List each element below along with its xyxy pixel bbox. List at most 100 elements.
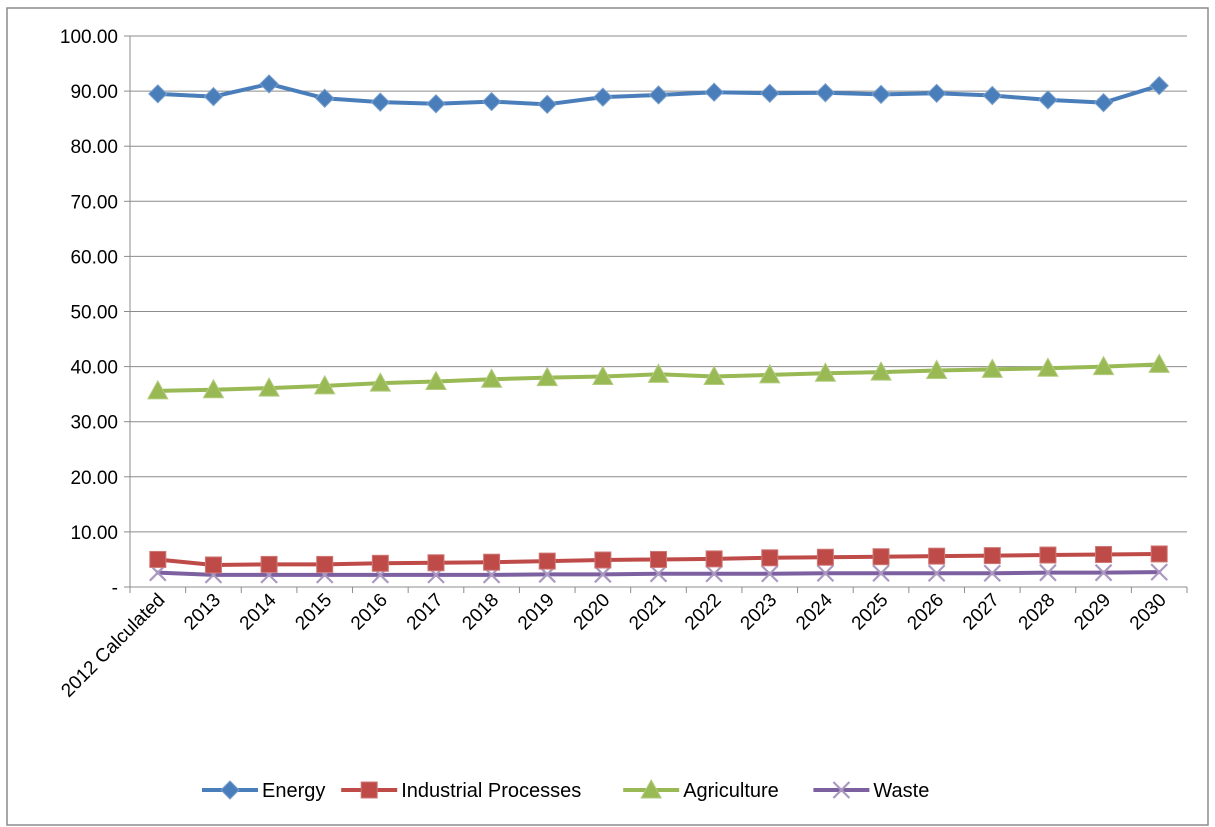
- y-tick-label: 60.00: [70, 247, 118, 268]
- data-point-industrial-processes: [1095, 545, 1113, 563]
- marker-stroke: [983, 564, 1002, 583]
- data-point-agriculture: [1037, 357, 1059, 377]
- marker-stroke: [1150, 563, 1168, 581]
- legend-marker: [360, 781, 378, 799]
- data-point-energy: [481, 91, 502, 112]
- axes: [129, 36, 1188, 593]
- data-point-waste: [760, 564, 779, 583]
- data-point-industrial-processes: [538, 552, 556, 570]
- legend-label: Industrial Processes: [401, 780, 581, 802]
- data-point-industrial-processes: [260, 555, 278, 573]
- legend-label: Agriculture: [683, 780, 779, 802]
- marker-stroke: [816, 564, 835, 583]
- legend-label: Energy: [262, 780, 325, 802]
- data-point-industrial-processes: [594, 551, 612, 569]
- y-tick-label: 10.00: [70, 523, 118, 544]
- y-tick-label: 100.00: [60, 27, 118, 48]
- data-point-agriculture: [313, 374, 336, 395]
- data-point-agriculture: [425, 370, 447, 390]
- data-point-energy: [593, 87, 613, 107]
- series-industrial-processes: [149, 545, 1168, 574]
- data-point-waste: [1039, 563, 1057, 582]
- data-point-energy: [648, 85, 669, 105]
- data-point-agriculture: [703, 365, 725, 386]
- series-agriculture: [146, 353, 1171, 400]
- marker-stroke: [649, 564, 668, 583]
- data-point-energy: [760, 83, 780, 104]
- legend-item-agriculture: Agriculture: [623, 778, 779, 802]
- marker-stroke: [1039, 563, 1057, 582]
- data-point-agriculture: [814, 362, 837, 382]
- data-point-energy: [1093, 92, 1114, 113]
- y-axis-tick-labels: - 10.00 20.00 30.00 40.00 50.00 60.00 70.00 80.0…: [60, 27, 118, 599]
- data-point-energy: [148, 84, 168, 104]
- data-point-industrial-processes: [316, 555, 334, 573]
- data-point-industrial-processes: [1150, 545, 1168, 563]
- data-point-agriculture: [870, 361, 892, 381]
- legend-marker: [640, 778, 663, 799]
- data-point-energy: [926, 83, 947, 104]
- data-point-industrial-processes: [1039, 546, 1057, 564]
- y-tick-label: 50.00: [70, 303, 118, 324]
- data-point-agriculture: [981, 358, 1004, 378]
- legend-item-industrial-processes: Industrial Processes: [341, 780, 581, 802]
- y-tick-label: 20.00: [70, 468, 118, 489]
- data-point-industrial-processes: [149, 550, 167, 568]
- series: [146, 74, 1171, 584]
- marker-stroke: [1094, 563, 1113, 582]
- legend-marker: [832, 781, 851, 799]
- data-point-agriculture: [258, 377, 280, 397]
- data-point-industrial-processes: [427, 554, 445, 572]
- data-point-waste: [927, 564, 946, 583]
- marker-stroke: [927, 564, 946, 583]
- y-tick-label: 90.00: [70, 82, 118, 103]
- data-point-waste: [1150, 563, 1168, 581]
- data-point-energy: [815, 83, 836, 103]
- data-point-energy: [1038, 90, 1058, 110]
- data-point-energy: [203, 86, 224, 107]
- legend-item-energy: Energy: [202, 780, 325, 802]
- data-point-industrial-processes: [371, 554, 389, 572]
- data-point-agriculture: [925, 359, 948, 379]
- data-point-industrial-processes: [204, 556, 222, 574]
- data-point-energy: [1149, 75, 1169, 96]
- legend-marker: [220, 780, 240, 800]
- data-point-energy: [259, 74, 279, 94]
- series-waste: [149, 563, 1168, 584]
- marker-stroke: [594, 565, 612, 584]
- data-point-energy: [426, 94, 446, 114]
- data-point-agriculture: [1092, 355, 1115, 376]
- data-point-agriculture: [369, 372, 392, 392]
- legend: Energy Industrial Processes Agriculture Was…: [202, 778, 929, 802]
- data-point-energy: [370, 92, 391, 112]
- data-point-agriculture: [1148, 353, 1171, 373]
- legend-item-waste: Waste: [813, 780, 929, 802]
- series-energy: [148, 74, 1169, 115]
- data-point-industrial-processes: [983, 547, 1001, 565]
- data-point-energy: [871, 84, 891, 105]
- data-point-waste: [649, 564, 668, 583]
- y-tick-label: -: [112, 578, 118, 599]
- data-point-waste: [705, 564, 723, 583]
- data-point-agriculture: [592, 365, 614, 386]
- data-point-waste: [983, 564, 1002, 583]
- data-point-waste: [872, 564, 890, 583]
- data-point-industrial-processes: [928, 547, 946, 565]
- data-point-energy: [537, 94, 557, 115]
- marker-stroke: [705, 564, 723, 583]
- data-point-agriculture: [202, 378, 225, 399]
- data-point-waste: [816, 564, 835, 583]
- data-point-industrial-processes: [761, 549, 779, 567]
- data-point-energy: [315, 88, 335, 108]
- data-point-industrial-processes: [872, 548, 890, 566]
- data-point-industrial-processes: [483, 553, 501, 571]
- data-point-industrial-processes: [650, 550, 667, 568]
- y-tick-label: 70.00: [70, 192, 118, 213]
- chart-frame: [6, 7, 1209, 826]
- data-point-waste: [1094, 563, 1113, 582]
- marker-stroke: [760, 564, 779, 583]
- y-tick-label: 80.00: [70, 137, 118, 158]
- data-point-agriculture: [146, 379, 169, 400]
